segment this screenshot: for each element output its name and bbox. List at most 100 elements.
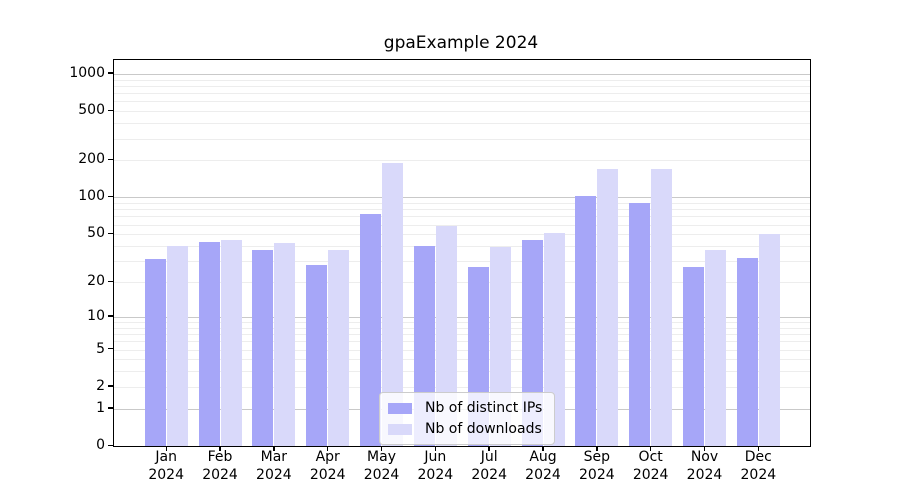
y-tick-mark xyxy=(108,195,113,198)
bar-distinct-ips-oct xyxy=(629,202,651,446)
minor-gridline xyxy=(114,327,810,329)
bar-downloads-jan xyxy=(166,246,188,446)
y-tick-label: 10 xyxy=(87,307,105,324)
minor-gridline xyxy=(114,123,810,125)
legend-item-distinct-ips: Nb of distinct IPs xyxy=(388,400,542,416)
y-tick-mark xyxy=(108,385,113,387)
x-tick-label: May 2024 xyxy=(363,449,400,483)
x-tick-label: Sep 2024 xyxy=(579,449,615,483)
bar-distinct-ips-jan xyxy=(144,259,166,446)
y-tick-label: 1000 xyxy=(69,64,105,81)
major-gridline xyxy=(114,197,810,199)
y-tick-label: 20 xyxy=(87,273,105,290)
x-tick-mark xyxy=(649,446,652,451)
legend-label-downloads: Nb of downloads xyxy=(425,421,542,437)
bar-downloads-sep xyxy=(597,169,619,446)
y-tick-mark xyxy=(108,315,113,317)
bar-downloads-nov xyxy=(705,250,726,446)
minor-gridline xyxy=(114,93,810,95)
minor-gridline xyxy=(114,224,810,226)
bar-distinct-ips-dec xyxy=(736,257,758,446)
y-tick-mark xyxy=(108,232,113,235)
y-tick-mark xyxy=(108,72,113,74)
legend-item-downloads: Nb of downloads xyxy=(388,421,542,437)
bar-distinct-ips-apr xyxy=(306,264,328,446)
bar-distinct-ips-sep xyxy=(575,195,597,446)
y-tick-mark xyxy=(108,407,113,409)
bar-downloads-dec xyxy=(758,234,780,446)
chart-title: gpaExample 2024 xyxy=(383,33,539,53)
minor-gridline xyxy=(114,282,810,284)
x-tick-mark xyxy=(219,446,221,451)
minor-gridline xyxy=(114,203,810,205)
minor-gridline xyxy=(114,160,810,162)
y-tick-mark xyxy=(108,280,113,282)
bar-downloads-oct xyxy=(651,169,673,446)
y-tick-label: 1 xyxy=(96,399,105,416)
minor-gridline xyxy=(114,322,810,323)
x-tick-label: Mar 2024 xyxy=(256,449,292,483)
bar-distinct-ips-mar xyxy=(252,250,274,446)
y-tick-label: 50 xyxy=(87,225,105,242)
minor-gridline xyxy=(114,261,810,263)
bar-downloads-feb xyxy=(220,239,242,446)
x-tick-mark xyxy=(380,446,383,451)
minor-gridline xyxy=(114,101,810,103)
y-tick-label: 500 xyxy=(78,102,105,119)
minor-gridline xyxy=(114,371,810,373)
y-tick-label: 200 xyxy=(78,151,105,168)
x-tick-mark xyxy=(165,446,167,451)
x-tick-label: Nov 2024 xyxy=(686,449,723,483)
y-tick-label: 0 xyxy=(96,437,105,453)
bar-distinct-ips-feb xyxy=(198,242,220,446)
legend-label-distinct-ips: Nb of distinct IPs xyxy=(425,400,543,416)
x-tick-label: Apr 2024 xyxy=(309,449,346,483)
minor-gridline xyxy=(114,386,810,388)
bar-downloads-jun xyxy=(435,226,457,446)
minor-gridline xyxy=(114,341,810,343)
x-tick-label: Jun 2024 xyxy=(417,449,454,483)
x-tick-label: Aug 2024 xyxy=(525,449,561,483)
plot-area: Nb of distinct IPs Nb of downloads xyxy=(113,59,811,447)
minor-gridline xyxy=(114,334,810,336)
x-tick-mark xyxy=(326,446,329,451)
x-tick-label: Jan 2024 xyxy=(148,449,184,483)
major-gridline xyxy=(114,316,810,318)
y-tick-label: 100 xyxy=(78,188,105,205)
bar-downloads-mar xyxy=(274,243,296,446)
y-tick-mark xyxy=(108,158,113,161)
bar-distinct-ips-nov xyxy=(683,266,704,446)
y-tick-label: 5 xyxy=(96,340,105,357)
major-gridline xyxy=(114,73,810,75)
bar-downloads-may xyxy=(382,163,404,446)
y-tick-mark xyxy=(108,348,113,350)
x-tick-mark xyxy=(542,446,544,451)
minor-gridline xyxy=(114,209,810,211)
minor-gridline xyxy=(114,216,810,218)
minor-gridline xyxy=(114,246,810,247)
x-tick-label: Dec 2024 xyxy=(740,449,777,483)
x-tick-mark xyxy=(703,446,706,451)
x-tick-mark xyxy=(488,446,490,451)
y-tick-mark xyxy=(108,444,113,446)
x-tick-label: Feb 2024 xyxy=(202,449,238,483)
minor-gridline xyxy=(114,359,810,361)
y-tick-mark xyxy=(108,109,113,112)
legend-swatch-distinct-ips-icon xyxy=(388,402,412,414)
y-tick-label: 2 xyxy=(96,377,105,394)
minor-gridline xyxy=(114,138,810,140)
x-tick-mark xyxy=(757,446,760,451)
x-tick-mark xyxy=(434,446,437,451)
x-tick-mark xyxy=(596,446,598,451)
x-tick-label: Jul 2024 xyxy=(471,449,507,483)
bar-downloads-apr xyxy=(328,250,350,446)
legend: Nb of distinct IPs Nb of downloads xyxy=(379,392,556,445)
minor-gridline xyxy=(114,234,810,236)
x-tick-label: Oct 2024 xyxy=(632,449,669,483)
minor-gridline xyxy=(114,349,810,351)
x-tick-mark xyxy=(273,446,275,451)
minor-gridline xyxy=(114,79,810,81)
minor-gridline xyxy=(114,85,810,87)
bar-distinct-ips-may xyxy=(360,213,382,446)
